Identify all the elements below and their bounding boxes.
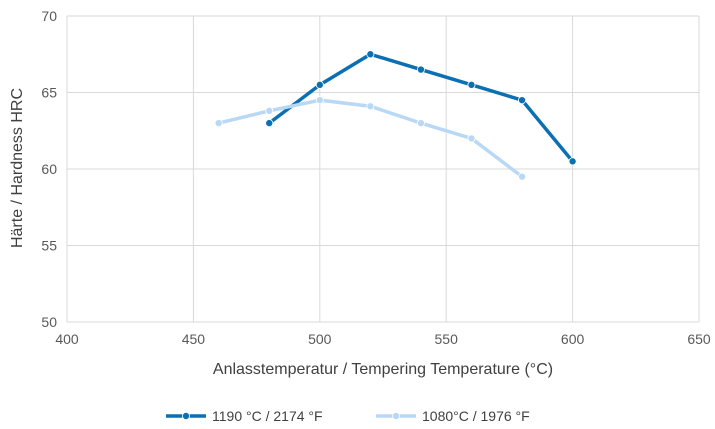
series-line xyxy=(219,100,522,176)
data-point xyxy=(518,173,525,180)
x-axis-title: Anlasstemperatur / Tempering Temperature… xyxy=(213,361,553,378)
x-tick-label: 600 xyxy=(561,331,585,347)
data-point xyxy=(266,120,273,127)
x-tick-label: 500 xyxy=(308,331,332,347)
data-point xyxy=(316,97,323,104)
grid-lines xyxy=(67,16,699,322)
legend-marker xyxy=(392,412,399,419)
x-tick-label: 550 xyxy=(435,331,459,347)
data-point xyxy=(417,120,424,127)
data-point xyxy=(468,135,475,142)
y-tick-label: 60 xyxy=(41,161,57,177)
data-point xyxy=(266,107,273,114)
data-point xyxy=(468,81,475,88)
series-1 xyxy=(266,51,577,165)
legend-marker xyxy=(182,412,189,419)
data-point xyxy=(417,66,424,73)
y-tick-label: 50 xyxy=(41,314,57,330)
y-tick-label: 70 xyxy=(41,8,57,24)
y-tick-label: 65 xyxy=(41,85,57,101)
data-point xyxy=(316,81,323,88)
data-point xyxy=(367,103,374,110)
legend: 1190 °C / 2174 °F 1080°C / 1976 °F xyxy=(166,408,530,424)
series-2 xyxy=(215,97,526,181)
x-tick-label: 400 xyxy=(55,331,79,347)
data-point xyxy=(569,158,576,165)
legend-label: 1190 °C / 2174 °F xyxy=(212,408,323,424)
y-axis-title: Härte / Hardness HRC xyxy=(9,88,26,248)
legend-item: 1190 °C / 2174 °F xyxy=(166,408,323,424)
data-point xyxy=(518,97,525,104)
legend-label: 1080°C / 1976 °F xyxy=(422,408,530,424)
legend-item: 1080°C / 1976 °F xyxy=(376,408,530,424)
data-point xyxy=(215,120,222,127)
axes: 400 450 500 550 600 650 50 55 60 65 70 xyxy=(41,8,710,347)
data-point xyxy=(367,51,374,58)
y-tick-label: 55 xyxy=(41,238,57,254)
x-tick-label: 450 xyxy=(182,331,206,347)
series-layer xyxy=(215,51,576,181)
x-tick-label: 650 xyxy=(687,331,711,347)
